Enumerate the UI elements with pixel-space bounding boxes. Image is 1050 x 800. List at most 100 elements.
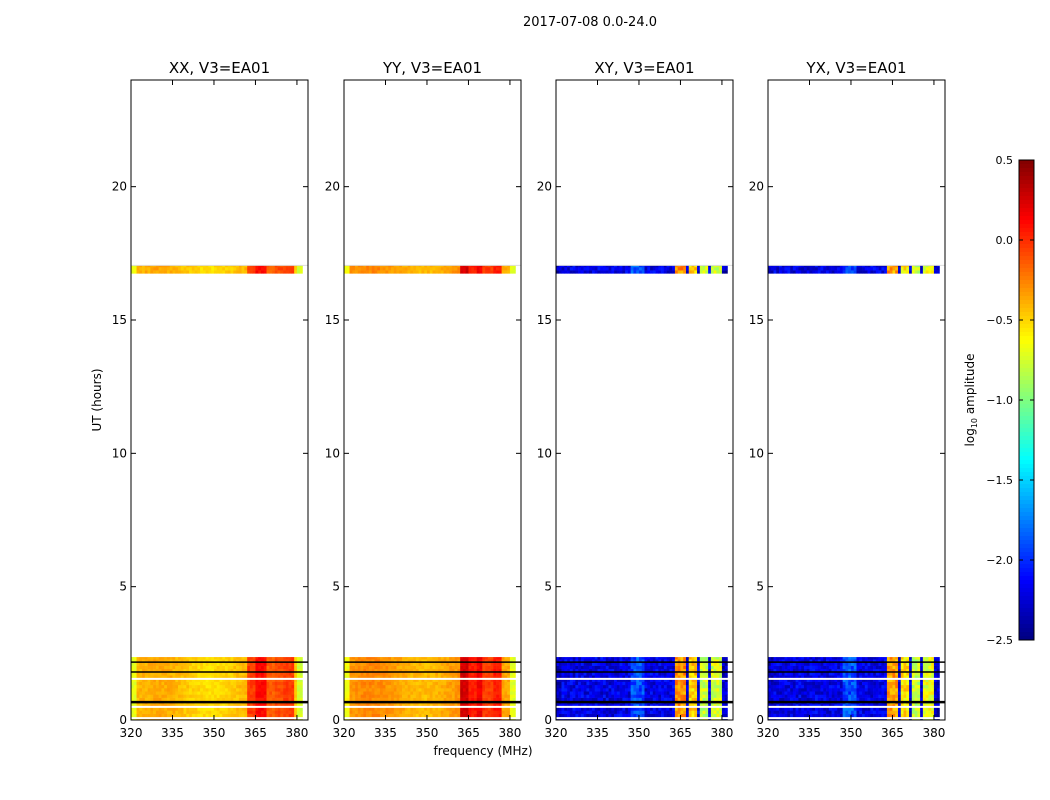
heatmap-cell bbox=[608, 704, 612, 708]
heatmap-cell bbox=[638, 265, 643, 268]
heatmap-cell bbox=[512, 710, 516, 714]
heatmap-cell bbox=[878, 697, 882, 702]
heatmap-cell bbox=[496, 710, 500, 714]
heatmap-cell bbox=[691, 707, 695, 711]
heatmap-cell bbox=[183, 657, 187, 660]
heatmap-cell bbox=[586, 657, 590, 660]
heatmap-cell bbox=[826, 704, 830, 708]
heatmap-cell bbox=[886, 707, 890, 711]
heatmap-cell bbox=[572, 270, 576, 274]
heatmap-cell bbox=[708, 678, 712, 682]
heatmap-cell bbox=[136, 694, 140, 698]
heatmap-cell bbox=[567, 707, 571, 711]
heatmap-cell bbox=[465, 665, 469, 670]
heatmap-cell bbox=[139, 684, 143, 689]
heatmap-cell bbox=[291, 704, 295, 708]
heatmap-cell bbox=[178, 704, 182, 708]
heatmap-cell bbox=[285, 270, 289, 274]
heatmap-cell bbox=[917, 697, 921, 702]
heatmap-cell bbox=[594, 713, 598, 718]
heatmap-cell bbox=[266, 684, 270, 689]
heatmap-cell bbox=[296, 678, 301, 682]
heatmap-cell bbox=[773, 704, 777, 708]
heatmap-cell bbox=[886, 710, 890, 714]
heatmap-cell bbox=[189, 662, 193, 666]
heatmap-cell bbox=[468, 681, 472, 686]
heatmap-cell bbox=[172, 678, 176, 682]
heatmap-cell bbox=[713, 704, 717, 708]
heatmap-cell bbox=[594, 684, 598, 689]
heatmap-cell bbox=[702, 665, 706, 670]
heatmap-cell bbox=[191, 684, 195, 689]
heatmap-cell bbox=[131, 266, 135, 271]
heatmap-cell bbox=[685, 707, 690, 711]
heatmap-cell bbox=[586, 266, 590, 271]
heatmap-cell bbox=[219, 707, 223, 711]
heatmap-cell bbox=[260, 265, 265, 268]
heatmap-cell bbox=[721, 266, 726, 271]
heatmap-cell bbox=[155, 270, 159, 274]
heatmap-cell bbox=[594, 681, 598, 686]
heatmap-cell bbox=[294, 665, 298, 670]
heatmap-cell bbox=[633, 265, 637, 268]
heatmap-cell bbox=[716, 688, 720, 692]
heatmap-cell bbox=[208, 681, 212, 686]
heatmap-cell bbox=[591, 694, 596, 698]
heatmap-cell bbox=[136, 657, 140, 660]
heatmap-cell bbox=[451, 270, 455, 274]
heatmap-cell bbox=[164, 659, 168, 663]
heatmap-cell bbox=[435, 668, 439, 673]
heatmap-cell bbox=[280, 657, 284, 660]
heatmap-cell bbox=[216, 659, 220, 663]
heatmap-cell bbox=[432, 691, 436, 695]
heatmap-cell bbox=[597, 672, 601, 676]
heatmap-cell bbox=[438, 710, 442, 714]
heatmap-cell bbox=[933, 713, 938, 718]
heatmap-cell bbox=[244, 675, 248, 679]
heatmap-cell bbox=[931, 707, 935, 711]
heatmap-cell bbox=[837, 713, 841, 718]
heatmap-cell bbox=[363, 713, 367, 718]
heatmap-cell bbox=[708, 707, 712, 711]
heatmap-cell bbox=[164, 713, 168, 718]
heatmap-cell bbox=[363, 668, 367, 673]
heatmap-cell bbox=[208, 672, 212, 676]
heatmap-cell bbox=[644, 704, 648, 708]
heatmap-cell bbox=[449, 681, 453, 686]
heatmap-cell bbox=[216, 691, 220, 695]
heatmap-cell bbox=[674, 672, 678, 676]
heatmap-cell bbox=[377, 681, 381, 686]
heatmap-cell bbox=[200, 688, 204, 692]
heatmap-cell bbox=[614, 678, 618, 682]
heatmap-cell bbox=[674, 681, 678, 686]
heatmap-cell bbox=[859, 691, 863, 695]
heatmap-cell bbox=[881, 713, 885, 718]
heatmap-cell bbox=[597, 657, 601, 660]
heatmap-cell bbox=[655, 684, 659, 689]
heatmap-cell bbox=[285, 688, 289, 692]
heatmap-cell bbox=[131, 675, 135, 679]
heatmap-cell bbox=[346, 688, 350, 692]
heatmap-cell bbox=[280, 704, 284, 708]
heatmap-cell bbox=[572, 681, 576, 686]
heatmap-cell bbox=[244, 672, 248, 676]
heatmap-cell bbox=[881, 707, 885, 711]
heatmap-cell bbox=[396, 681, 400, 686]
heatmap-cell bbox=[166, 704, 171, 708]
heatmap-cell bbox=[374, 688, 378, 692]
heatmap-cell bbox=[213, 684, 218, 689]
heatmap-cell bbox=[421, 270, 425, 274]
heatmap-cell bbox=[446, 662, 450, 666]
heatmap-cell bbox=[346, 697, 350, 702]
heatmap-cell bbox=[379, 681, 384, 686]
heatmap-cell bbox=[625, 665, 629, 670]
heatmap-cell bbox=[457, 266, 461, 271]
heatmap-cell bbox=[175, 710, 179, 714]
heatmap-cell bbox=[438, 704, 442, 708]
heatmap-cell bbox=[710, 691, 714, 695]
heatmap-cell bbox=[583, 665, 587, 670]
heatmap-cell bbox=[296, 707, 301, 711]
heatmap-cell bbox=[496, 704, 500, 708]
heatmap-cell bbox=[719, 710, 723, 714]
heatmap-cell bbox=[438, 694, 442, 698]
